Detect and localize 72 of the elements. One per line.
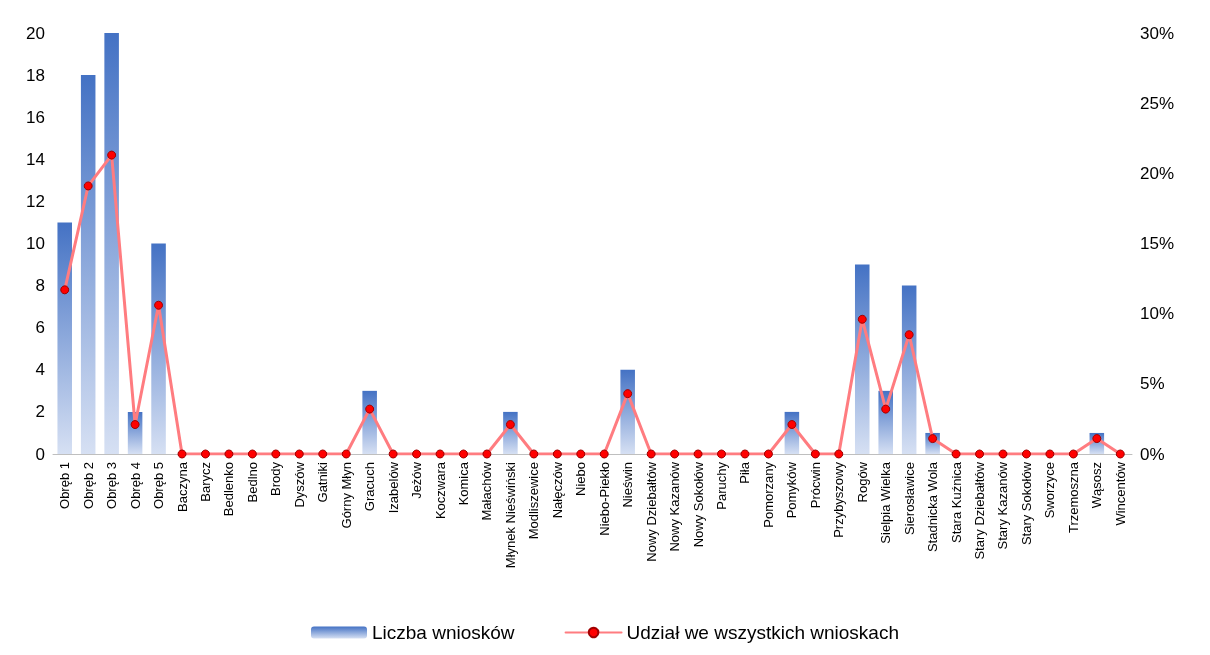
x-tick-label: Stary Kazanów: [995, 461, 1011, 550]
y2-tick-label: 20%: [1140, 163, 1175, 183]
x-tick-label: Baczyna: [174, 461, 190, 512]
x-tick-label: Nowy Dziebałtów: [643, 461, 659, 562]
y-tick-label: 2: [35, 402, 45, 422]
x-tick-label: Małachów: [479, 461, 495, 521]
y-tick-label: 10: [26, 234, 45, 253]
x-tick-label: Gatniki: [315, 461, 331, 503]
y-tick-label: 12: [26, 191, 45, 211]
x-tick-label: Obręb 4: [127, 462, 143, 509]
x-tick-label: Wincentów: [1112, 461, 1128, 526]
x-tick-label: Nowy Sokołów: [690, 461, 706, 548]
bar: [854, 264, 870, 454]
x-tick-label: Pomyków: [784, 461, 800, 519]
x-tick-label: Obręb 3: [104, 462, 120, 509]
x-tick-label: Trzemoszna: [1065, 461, 1081, 534]
y-tick-label: 18: [26, 65, 45, 85]
y2-tick-label: 5%: [1140, 374, 1165, 394]
y2-tick-label: 10%: [1140, 304, 1175, 324]
x-tick-label: Niebo-Piekło: [596, 462, 612, 536]
y-tick-label: 14: [26, 149, 45, 169]
x-tick-label: Dyszów: [291, 461, 307, 508]
x-tick-label: Paruchy: [714, 461, 730, 510]
x-tick-label: Sielpia Wielka: [878, 461, 894, 544]
x-tick-label: Nowy Kazanów: [667, 461, 683, 552]
x-tick-label: Rogów: [854, 461, 870, 503]
bar: [57, 222, 72, 454]
x-tick-label: Wąsosz: [1089, 462, 1105, 509]
x-tick-label: Piła: [737, 461, 753, 484]
x-tick-label: Koczwara: [432, 461, 448, 520]
x-tick-label: Modliszewice: [526, 462, 542, 540]
legend-label: Udział we wszystkich wnioskach: [626, 622, 899, 643]
x-tick-label: Barycz: [197, 462, 213, 502]
x-tick-label: Obręb 1: [57, 462, 73, 509]
x-tick-label: Gracuch: [362, 462, 378, 512]
y2-tick-label: 30%: [1140, 23, 1175, 43]
bar: [104, 33, 119, 454]
x-tick-label: Górny Młyn: [338, 462, 354, 529]
y-tick-label: 4: [35, 360, 45, 380]
x-tick-label: Stary Sokołów: [1018, 461, 1034, 546]
y-tick-label: 16: [26, 107, 45, 127]
x-tick-label: Izabelów: [385, 461, 401, 514]
x-tick-label: Pomorzany: [760, 461, 776, 528]
bar: [901, 285, 917, 454]
x-tick-label: Bedlenko: [221, 462, 237, 517]
x-tick-label: Sierosławice: [901, 462, 917, 535]
y-tick-label: 0: [35, 444, 45, 464]
y-tick-label: 20: [26, 23, 45, 43]
x-tick-label: Obręb 2: [80, 462, 96, 509]
x-tick-label: Stadnicka Wola: [925, 461, 941, 553]
x-tick-label: Młynek Nieświński: [502, 461, 518, 569]
x-tick-label: Komica: [455, 461, 471, 506]
y2-tick-label: 15%: [1140, 234, 1175, 253]
x-tick-label: Stara Kuźnica: [948, 461, 964, 543]
legend-label: Liczba wniosków: [372, 622, 515, 643]
x-tick-label: Brody: [268, 461, 284, 496]
x-tick-label: Stary Dziebałtów: [972, 461, 988, 560]
bar: [151, 243, 166, 454]
x-tick-label: Prócwin: [807, 462, 823, 509]
x-tick-label: Nieświn: [620, 462, 636, 508]
y2-tick-label: 0%: [1140, 444, 1165, 464]
x-tick-label: Niebo: [573, 462, 589, 496]
x-tick-label: Bedlno: [244, 462, 260, 503]
x-tick-label: Jeżów: [409, 461, 425, 499]
x-tick-label: Przybyszowy: [831, 461, 847, 538]
y-tick-label: 8: [35, 276, 45, 296]
y2-tick-label: 25%: [1140, 93, 1175, 113]
x-tick-label: Sworzyce: [1042, 462, 1058, 519]
y-tick-label: 6: [35, 318, 45, 338]
x-tick-label: Nałęczów: [549, 461, 565, 519]
x-tick-label: Obręb 5: [151, 462, 167, 509]
bar: [80, 75, 96, 454]
